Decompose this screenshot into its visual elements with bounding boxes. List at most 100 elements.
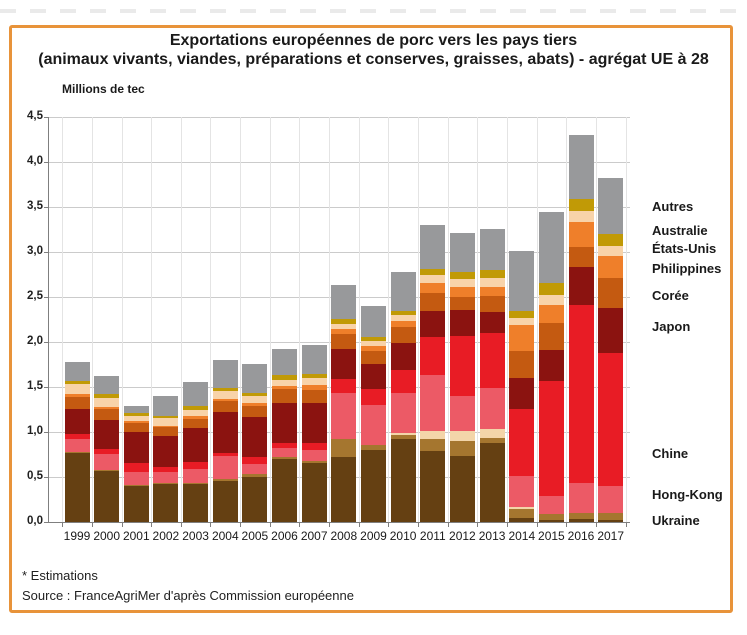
x-axis-label: 2011: [419, 529, 446, 543]
legend-label-ukraine: Ukraine: [652, 513, 700, 528]
x-axis-tick: [625, 522, 627, 527]
bar-segment-hong_kong: [242, 463, 268, 475]
bar-segment-chine: [390, 370, 416, 394]
bar-segment-ukraine: [331, 438, 357, 457]
bar-segment-hong_kong: [390, 393, 416, 433]
x-axis-tick: [299, 522, 301, 527]
bar-segment-autres: [479, 229, 505, 271]
bar-segment-chine: [301, 442, 327, 451]
bar-segment-autres: [331, 285, 357, 320]
bar-segment-ukraine: [509, 509, 535, 519]
x-axis-label: 2002: [152, 529, 180, 543]
bar-segment-australie: [390, 310, 416, 316]
bar-segment-hong_kong: [94, 454, 120, 471]
x-axis-label: 2007: [300, 529, 328, 543]
y-gridline: [48, 117, 630, 118]
bar-segment-coree: [64, 397, 90, 409]
bar-segment-chine: [568, 305, 594, 484]
bar-2003: [183, 382, 209, 522]
y-axis-line: [48, 117, 49, 523]
source-note: Source : FranceAgriMer d'après Commissio…: [22, 588, 354, 603]
bar-segment-australie: [509, 311, 535, 318]
bar-segment-autres: [538, 212, 564, 284]
bar-segment-etats_unis: [153, 418, 179, 426]
bar-segment-chine: [420, 336, 446, 376]
bar-segment-philippines: [153, 425, 179, 428]
bar-segment-chine: [538, 381, 564, 497]
bar-segment-chine: [509, 409, 535, 476]
bar-segment-ukraine: [123, 485, 149, 487]
bar-segment-etats_unis: [568, 210, 594, 223]
bar-segment-etats_unis: [301, 378, 327, 386]
x-gridline: [210, 117, 212, 522]
y-axis-tick: [44, 207, 48, 208]
bar-segment-brown_unlabeled: [568, 519, 594, 522]
bar-segment-hong_kong: [568, 483, 594, 513]
bar-segment-brown_unlabeled: [538, 519, 564, 522]
bar-segment-australie: [361, 336, 386, 342]
bar-segment-brown_unlabeled: [479, 442, 505, 522]
bar-segment-australie: [538, 283, 564, 295]
x-gridline: [329, 117, 330, 522]
bar-segment-hong_kong: [64, 439, 90, 452]
bar-segment-philippines: [361, 346, 386, 351]
bar-segment-etats_unis: [183, 409, 209, 417]
bar-segment-australie: [449, 271, 475, 279]
bar-segment-philippines: [479, 286, 505, 297]
bar-segment-autres: [183, 382, 209, 407]
bar-segment-japon: [301, 403, 327, 443]
y-axis-tick: [44, 387, 48, 388]
bar-segment-autres: [598, 178, 624, 234]
bar-segment-coree: [183, 418, 209, 428]
y-axis-tick-label: 0,0: [27, 515, 43, 527]
bar-segment-japon: [212, 412, 238, 453]
bar-segment-cream_unlabeled: [420, 431, 446, 440]
legend-label-philippines: Philippines: [652, 261, 722, 276]
bar-segment-etats_unis: [212, 391, 238, 399]
bar-segment-coree: [390, 326, 416, 344]
bar-segment-chine: [361, 388, 386, 405]
bar-segment-chine: [94, 448, 120, 455]
bar-segment-philippines: [598, 256, 624, 278]
bar-1999: [64, 362, 90, 522]
bar-segment-japon: [64, 408, 90, 434]
x-axis-tick: [418, 522, 419, 527]
chart-title-line1: Exportations européennes de porc vers le…: [169, 32, 578, 49]
bar-segment-ukraine: [479, 438, 505, 443]
bar-segment-autres: [449, 233, 475, 272]
x-gridline: [536, 117, 538, 522]
x-gridline: [447, 117, 449, 522]
bar-segment-brown_unlabeled: [420, 450, 446, 522]
bar-segment-australie: [479, 270, 505, 279]
bar-segment-autres: [242, 364, 268, 393]
bar-segment-chine: [212, 452, 238, 457]
y-axis-tick: [44, 522, 48, 523]
x-gridline: [388, 117, 390, 522]
bar-segment-autres: [64, 362, 90, 381]
y-axis-tick-label: 0,5: [27, 470, 43, 482]
y-axis-tick: [44, 117, 48, 118]
x-axis-label: 2015: [538, 529, 565, 543]
bar-segment-coree: [509, 350, 535, 378]
bar-segment-etats_unis: [272, 379, 297, 386]
x-axis-tick: [595, 522, 597, 527]
bar-segment-hong_kong: [153, 471, 179, 484]
bar-segment-coree: [598, 277, 624, 309]
x-axis-tick: [388, 522, 390, 527]
bar-segment-japon: [449, 310, 475, 336]
bar-segment-australie: [331, 319, 357, 324]
bar-segment-autres: [568, 135, 594, 199]
bar-segment-brown_unlabeled: [212, 480, 238, 522]
bar-segment-brown_unlabeled: [272, 458, 297, 522]
bar-segment-philippines: [212, 398, 238, 402]
bar-segment-ukraine: [598, 512, 624, 520]
bar-segment-philippines: [64, 394, 90, 398]
bar-segment-hong_kong: [301, 450, 327, 461]
bar-2009: [361, 306, 386, 522]
bar-segment-etats_unis: [94, 397, 120, 407]
bar-segment-ukraine: [390, 434, 416, 440]
x-axis-tick: [269, 522, 271, 527]
y-axis-tick: [44, 162, 48, 163]
x-axis-label: 2003: [182, 529, 209, 543]
